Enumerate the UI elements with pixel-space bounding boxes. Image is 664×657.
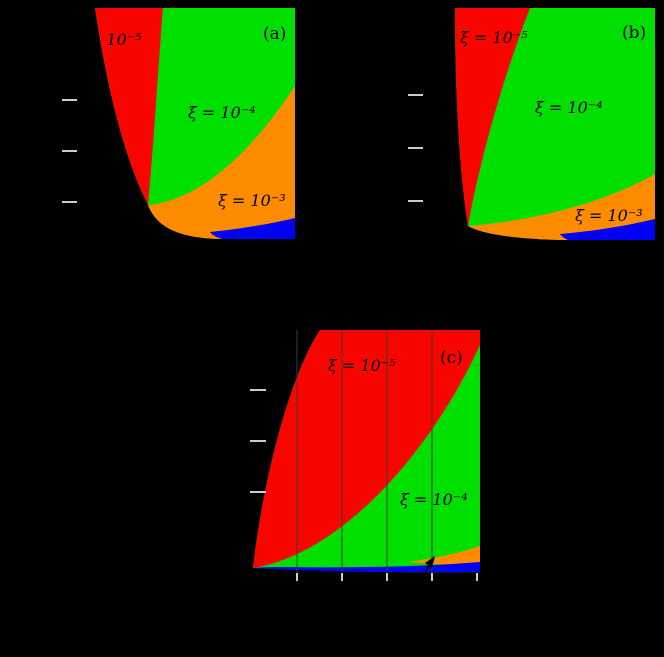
panel-b: ξ = 10⁻⁵ ξ = 10⁻⁴ ξ = 10⁻³ (b) <box>408 8 659 253</box>
region-xi-1e-3 <box>468 174 655 240</box>
region-xi-1e-3 <box>148 86 295 239</box>
annotation-arrow <box>421 562 431 581</box>
annotation-arrow-head <box>425 556 435 568</box>
region-blue-strip <box>560 219 655 240</box>
panel-a-plot <box>62 8 295 239</box>
region-xi-1e-5 <box>95 8 163 205</box>
region-blue-strip <box>253 562 480 573</box>
region-blue-strip <box>210 218 295 239</box>
panel-c-plot <box>250 330 480 581</box>
region-xi-1e-5 <box>253 330 480 568</box>
panel-c: ξ = 10⁻⁵ ξ = 10⁻⁴ (c) <box>250 328 490 590</box>
region-xi-1e-3 <box>408 546 480 565</box>
panel-a: ξ = 10⁻⁵ ξ = 10⁻⁴ ξ = 10⁻³ (a) <box>60 8 295 253</box>
panel-b-plot <box>408 8 655 240</box>
region-xi-1e-5 <box>455 8 530 226</box>
